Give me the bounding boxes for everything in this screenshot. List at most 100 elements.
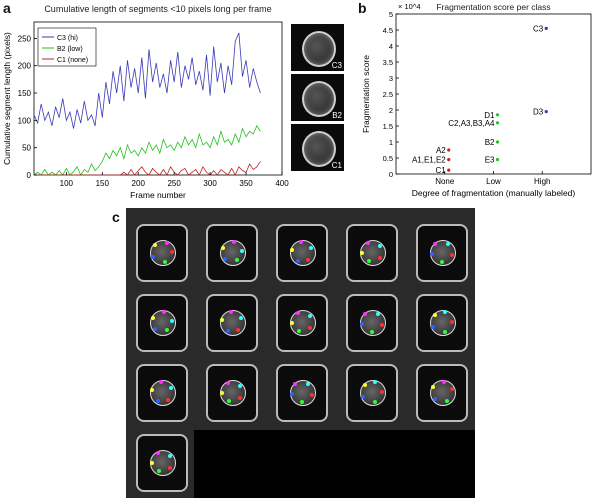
point-label: E3 [485,156,495,165]
x-tick-label: 100 [60,179,74,188]
embryo-well [136,224,188,282]
y-tick-label: 100 [18,116,32,125]
cell-marker [295,310,300,315]
cell-marker [308,325,313,330]
cell-marker [369,329,374,334]
point-label: A1,E1,E2 [412,156,446,165]
embryo-well [346,294,398,352]
y-tick-label: 50 [22,144,31,153]
cell-marker [150,388,155,393]
cell-marker [238,395,243,400]
y-tick-label: 5 [389,10,393,19]
cell-marker [309,393,314,398]
cell-marker [363,312,368,317]
legend-entry: B2 (low) [57,46,83,53]
cell-marker [290,321,295,326]
y-tick-label: 4 [389,42,393,51]
cell-marker [439,259,444,264]
cell-marker [156,469,161,474]
y-tick-label: 4.5 [383,26,393,35]
cell-marker [169,319,174,324]
chart-a: Cumulative length of segments <10 pixels… [2,4,289,200]
thumbnail-label: B2 [332,111,342,120]
cell-marker [293,382,298,387]
embryo [290,240,316,266]
embryo-well [346,364,398,422]
cell-marker [150,461,155,466]
x-tick-label: 400 [275,179,289,188]
y-tick-label: 2 [389,106,393,115]
cell-marker [296,329,301,334]
y-tick-label: 1 [389,138,393,147]
cell-marker [372,380,377,385]
cell-marker [377,243,382,248]
cell-marker [442,329,447,334]
data-point-e3 [495,158,500,162]
cell-marker [155,399,160,404]
thumbnail-label: C3 [331,61,342,70]
point-label: C1 [436,166,447,175]
y-tick-label: 0.5 [383,154,393,163]
embryo [220,310,246,336]
y-tick-label: 0 [27,171,32,180]
cell-marker [235,258,240,263]
cell-marker [379,323,384,328]
cell-marker [223,257,228,262]
cell-marker [449,320,454,325]
legend-box [37,27,97,67]
cell-marker [221,245,226,250]
cell-marker [151,255,156,260]
cell-marker [378,255,383,260]
y-tick-label: 250 [18,34,32,43]
cell-marker [161,310,166,315]
data-point-b2 [495,140,500,144]
panel-letter-a: a [3,0,11,16]
y-tick-label: 2.5 [383,90,393,99]
chart-a-title: Cumulative length of segments <10 pixels… [44,4,271,14]
y-axis-label: Fragmentation score [361,55,371,133]
embryo-well [276,364,328,422]
embryo-well [416,224,468,282]
cell-marker [449,387,454,392]
x-tick-label: 200 [132,179,146,188]
cell-marker [167,453,172,458]
embryo-well [206,294,258,352]
cell-marker [433,242,438,247]
embryo-well-grid-image [126,208,475,498]
thumbnail-c1: C1 [291,124,344,171]
cell-marker [445,241,450,246]
y-exponent-label: × 10^4 [398,2,421,11]
cell-marker [307,313,312,318]
cell-marker [366,259,371,264]
embryo-well [136,294,188,352]
thumbnail-b2: B2 [291,74,344,121]
cell-marker [162,259,167,264]
cell-marker [239,249,244,254]
chart-b-frame [395,13,592,175]
cell-marker [153,327,158,332]
cell-marker [309,246,314,251]
cell-marker [169,386,174,391]
cell-marker [151,315,156,320]
cell-marker [231,240,236,245]
y-tick-label: 200 [18,62,32,71]
panel-letter-b: b [358,0,367,16]
cell-marker [299,399,304,404]
embryo-thumbnails: C3 B2 C1 [291,24,344,174]
cell-marker [290,392,295,397]
cell-marker [305,381,310,386]
embryo-well [276,294,328,352]
embryo [430,380,456,406]
embryo-well [136,434,188,492]
cell-marker [236,327,241,332]
cell-marker [170,250,174,254]
data-point-c3 [544,26,548,30]
chart-a-legend: C3 (hi) B2 (low) C1 (none) [37,27,97,67]
data-point-a2 [447,148,451,152]
cell-marker [225,380,230,385]
cell-marker [360,251,365,256]
x-axis-label: Frame number [130,190,186,200]
x-tick-label: None [435,177,455,186]
cell-marker [164,241,169,246]
embryo-well [276,224,328,282]
